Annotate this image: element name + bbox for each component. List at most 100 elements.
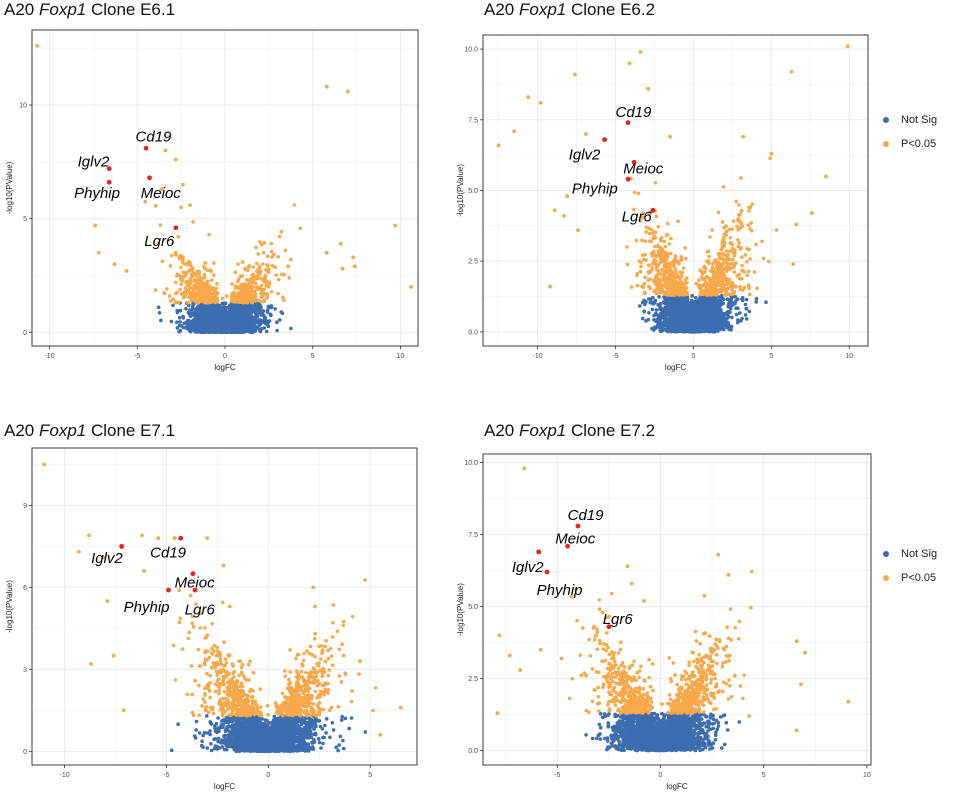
point-sig xyxy=(269,290,274,294)
point-not-sig xyxy=(223,314,228,318)
point-not-sig xyxy=(275,328,279,333)
point-sig-outlier xyxy=(409,285,413,289)
point-sig xyxy=(183,289,188,294)
point-not-sig xyxy=(202,306,207,310)
point-not-sig xyxy=(735,297,740,302)
point-not-sig xyxy=(273,307,277,311)
point-sig xyxy=(232,290,236,295)
point-sig xyxy=(276,255,281,259)
point-not-sig xyxy=(275,320,279,325)
point-not-sig xyxy=(193,307,198,312)
point-not-sig xyxy=(159,318,163,323)
point-sig xyxy=(283,248,288,253)
point-not-sig xyxy=(219,329,223,333)
panel-title-e7-2: A20 Foxp1 Clone E7.2 xyxy=(484,421,655,441)
point-not-sig xyxy=(238,319,243,323)
x-axis-title: logFC xyxy=(214,363,236,372)
point-sig xyxy=(207,232,211,237)
point-sig xyxy=(208,296,212,301)
point-sig xyxy=(180,254,184,259)
point-sig xyxy=(258,285,263,290)
point-not-sig xyxy=(235,325,240,330)
point-sig xyxy=(181,295,186,300)
point-not-sig xyxy=(199,312,203,317)
point-not-sig xyxy=(644,319,648,323)
y-axis-title: -log10(PValue) xyxy=(5,161,14,214)
point-not-sig xyxy=(233,320,237,324)
point-not-sig xyxy=(250,330,254,335)
point-sig xyxy=(173,300,178,305)
x-tick-label: -10 xyxy=(44,353,54,360)
point-sig xyxy=(257,264,262,269)
point-sig xyxy=(207,284,211,288)
point-sig-outlier xyxy=(393,223,398,228)
point-not-sig xyxy=(208,316,213,321)
point-sig xyxy=(277,234,282,239)
point-sig xyxy=(215,296,219,300)
point-not-sig xyxy=(210,319,215,324)
point-sig xyxy=(175,272,180,277)
point-sig xyxy=(265,292,270,297)
point-not-sig xyxy=(178,320,182,324)
point-not-sig xyxy=(157,311,162,315)
point-sig xyxy=(183,286,188,290)
title-gene: Foxp1 xyxy=(518,421,567,440)
point-not-sig xyxy=(233,329,238,334)
point-sig xyxy=(168,264,173,268)
point-not-sig xyxy=(202,320,206,325)
point-sig xyxy=(199,285,203,290)
point-sig xyxy=(191,291,196,296)
point-not-sig xyxy=(188,319,193,324)
point-not-sig xyxy=(247,313,252,318)
point-not-sig xyxy=(223,301,228,306)
point-not-sig xyxy=(200,303,204,307)
point-sig xyxy=(198,299,203,303)
point-sig xyxy=(220,296,225,301)
point-not-sig xyxy=(177,316,182,320)
point-not-sig xyxy=(218,309,223,314)
point-sig xyxy=(203,290,207,294)
point-sig xyxy=(276,277,281,282)
point-sig xyxy=(269,241,274,246)
point-sig xyxy=(264,284,269,288)
point-not-sig xyxy=(198,318,203,323)
point-sig xyxy=(251,294,256,299)
point-not-sig xyxy=(191,326,195,330)
point-sig-outlier xyxy=(174,157,178,162)
point-not-sig xyxy=(236,309,241,313)
point-sig xyxy=(173,291,178,296)
point-not-sig xyxy=(244,315,249,320)
point-sig xyxy=(243,266,247,271)
point-sig xyxy=(213,292,217,296)
gene-label-cd19: Cd19 xyxy=(136,128,173,145)
point-sig xyxy=(281,295,285,300)
point-sig xyxy=(158,223,163,227)
point-sig xyxy=(209,269,213,274)
y-tick-label: 10 xyxy=(19,103,27,110)
point-sig xyxy=(252,291,257,296)
point-sig xyxy=(279,229,284,234)
point-not-sig xyxy=(184,320,189,325)
point-sig xyxy=(212,273,216,277)
point-sig xyxy=(247,264,252,268)
point-sig xyxy=(255,285,259,290)
point-not-sig xyxy=(244,329,248,334)
point-not-sig xyxy=(188,329,193,334)
title-prefix: A20 xyxy=(4,0,39,19)
panel-title-e6-2: A20 Foxp1 Clone E6.2 xyxy=(484,0,655,20)
point-not-sig xyxy=(243,321,248,326)
point-not-sig xyxy=(188,308,192,313)
point-not-sig xyxy=(188,314,193,319)
y-tick-label: 5 xyxy=(23,216,27,223)
point-not-sig xyxy=(196,304,200,309)
point-sig xyxy=(265,295,269,300)
point-sig xyxy=(179,265,183,270)
point-sig xyxy=(198,295,202,300)
point-not-sig xyxy=(250,322,255,327)
point-sig xyxy=(230,282,234,286)
point-not-sig xyxy=(197,324,202,329)
point-sig xyxy=(186,300,190,305)
point-not-sig xyxy=(269,304,274,308)
point-sig xyxy=(261,251,266,255)
point-sig xyxy=(187,268,192,273)
